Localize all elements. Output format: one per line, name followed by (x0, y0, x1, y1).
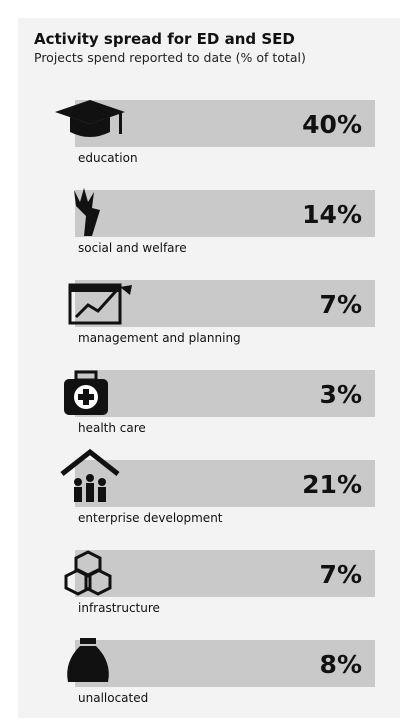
item-label: social and welfare (78, 241, 187, 255)
item-value: 7% (320, 290, 362, 319)
item-value: 7% (320, 560, 362, 589)
item-value: 40% (302, 110, 362, 139)
icon-health (64, 370, 108, 415)
bar (75, 370, 375, 417)
item-label: unallocated (78, 691, 148, 705)
icon-social (74, 188, 100, 236)
item-value: 3% (320, 380, 362, 409)
icons (55, 100, 132, 682)
item-value: 14% (302, 200, 362, 229)
title: Activity spread for ED and SED (34, 30, 295, 48)
subtitle: Projects spend reported to date (% of to… (34, 50, 306, 65)
bar (75, 640, 375, 687)
item-value: 21% (302, 470, 362, 499)
item-label: education (78, 151, 138, 165)
item-label: management and planning (78, 331, 241, 345)
item-label: infrastructure (78, 601, 160, 615)
item-value: 8% (320, 650, 362, 679)
bar (75, 190, 375, 237)
icon-unallocated (67, 638, 109, 682)
rows: 40% education 14% social and welfare 7% manag… (75, 100, 375, 705)
item-label: health care (78, 421, 146, 435)
bar (75, 550, 375, 597)
icon-infrastructure (64, 550, 112, 596)
bar (75, 100, 375, 147)
icon-management (68, 283, 132, 325)
icon-education (55, 100, 125, 137)
item-label: enterprise development (78, 511, 223, 525)
bar (75, 460, 375, 507)
icon-enterprise (60, 448, 120, 502)
